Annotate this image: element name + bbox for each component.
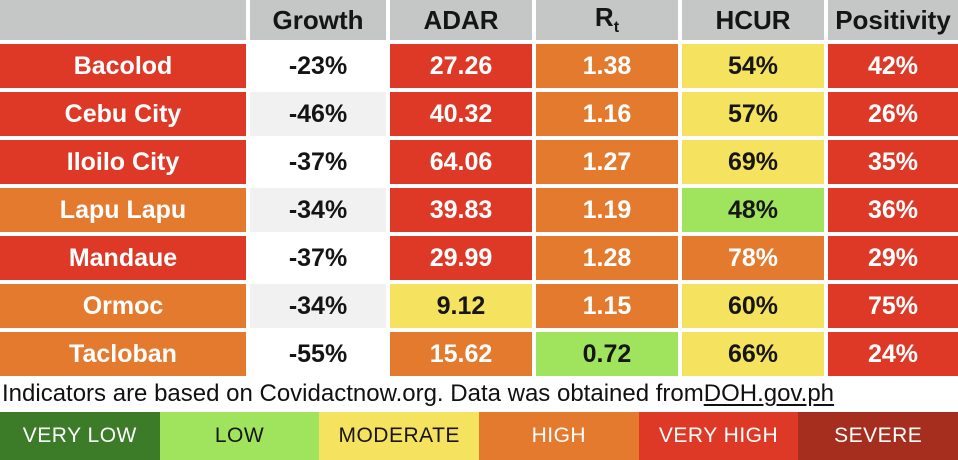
legend-item-high: HIGH	[479, 412, 639, 460]
rt-cell: 1.27	[536, 140, 678, 184]
city-cell: Tacloban	[0, 332, 246, 376]
growth-cell: -23%	[250, 44, 386, 88]
growth-cell: -46%	[250, 92, 386, 136]
hcur-cell: 69%	[682, 140, 824, 184]
header-rt-main: R	[594, 2, 614, 33]
table-row: Ormoc -34% 9.12 1.15 60% 75%	[0, 284, 958, 328]
covid-indicator-table: Growth ADAR Rt HCUR Positivity Bacolod -…	[0, 0, 958, 376]
header-rt: Rt	[536, 0, 678, 40]
hcur-cell: 78%	[682, 236, 824, 280]
rt-cell: 1.28	[536, 236, 678, 280]
rt-cell: 1.19	[536, 188, 678, 232]
header-city-blank	[0, 0, 246, 40]
header-hcur: HCUR	[682, 0, 824, 40]
hcur-cell: 54%	[682, 44, 824, 88]
header-row: Growth ADAR Rt HCUR Positivity	[0, 0, 958, 40]
table-row: Iloilo City -37% 64.06 1.27 69% 35%	[0, 140, 958, 184]
legend-item-very-high: VERY HIGH	[638, 412, 799, 460]
adar-cell: 29.99	[390, 236, 532, 280]
risk-legend: VERY LOW LOW MODERATE HIGH VERY HIGH SEV…	[0, 412, 958, 460]
hcur-cell: 60%	[682, 284, 824, 328]
rt-cell: 0.72	[536, 332, 678, 376]
table-row: Cebu City -46% 40.32 1.16 57% 26%	[0, 92, 958, 136]
adar-cell: 64.06	[390, 140, 532, 184]
table-row: Tacloban -55% 15.62 0.72 66% 24%	[0, 332, 958, 376]
rt-cell: 1.38	[536, 44, 678, 88]
adar-cell: 15.62	[390, 332, 532, 376]
table-row: Lapu Lapu -34% 39.83 1.19 48% 36%	[0, 188, 958, 232]
doh-link[interactable]: DOH.gov.ph	[703, 380, 835, 407]
city-cell: Bacolod	[0, 44, 246, 88]
growth-cell: -34%	[250, 284, 386, 328]
city-cell: Ormoc	[0, 284, 246, 328]
adar-cell: 39.83	[390, 188, 532, 232]
table-row: Bacolod -23% 27.26 1.38 54% 42%	[0, 44, 958, 88]
positivity-cell: 42%	[828, 44, 958, 88]
adar-cell: 40.32	[390, 92, 532, 136]
header-rt-subscript: t	[613, 18, 620, 37]
covid-indicator-table-wrap: Growth ADAR Rt HCUR Positivity Bacolod -…	[0, 0, 958, 376]
legend-item-severe: SEVERE	[798, 412, 958, 460]
growth-cell: -37%	[250, 140, 386, 184]
legend-item-moderate: MODERATE	[319, 412, 480, 460]
source-note: Indicators are based on Covidactnow.org.…	[0, 376, 958, 412]
positivity-cell: 35%	[828, 140, 958, 184]
city-cell: Cebu City	[0, 92, 246, 136]
positivity-cell: 75%	[828, 284, 958, 328]
hcur-cell: 57%	[682, 92, 824, 136]
adar-cell: 27.26	[390, 44, 532, 88]
positivity-cell: 36%	[828, 188, 958, 232]
legend-item-very-low: VERY LOW	[0, 412, 160, 460]
city-cell: Lapu Lapu	[0, 188, 246, 232]
adar-cell: 9.12	[390, 284, 532, 328]
source-note-text: Indicators are based on Covidactnow.org.…	[2, 380, 704, 407]
hcur-cell: 66%	[682, 332, 824, 376]
rt-cell: 1.16	[536, 92, 678, 136]
city-cell: Iloilo City	[0, 140, 246, 184]
rt-cell: 1.15	[536, 284, 678, 328]
legend-item-low: LOW	[159, 412, 320, 460]
hcur-cell: 48%	[682, 188, 824, 232]
growth-cell: -34%	[250, 188, 386, 232]
growth-cell: -55%	[250, 332, 386, 376]
header-growth: Growth	[250, 0, 386, 40]
table-row: Mandaue -37% 29.99 1.28 78% 29%	[0, 236, 958, 280]
positivity-cell: 26%	[828, 92, 958, 136]
header-adar: ADAR	[390, 0, 532, 40]
positivity-cell: 24%	[828, 332, 958, 376]
city-cell: Mandaue	[0, 236, 246, 280]
positivity-cell: 29%	[828, 236, 958, 280]
growth-cell: -37%	[250, 236, 386, 280]
header-positivity: Positivity	[828, 0, 958, 40]
